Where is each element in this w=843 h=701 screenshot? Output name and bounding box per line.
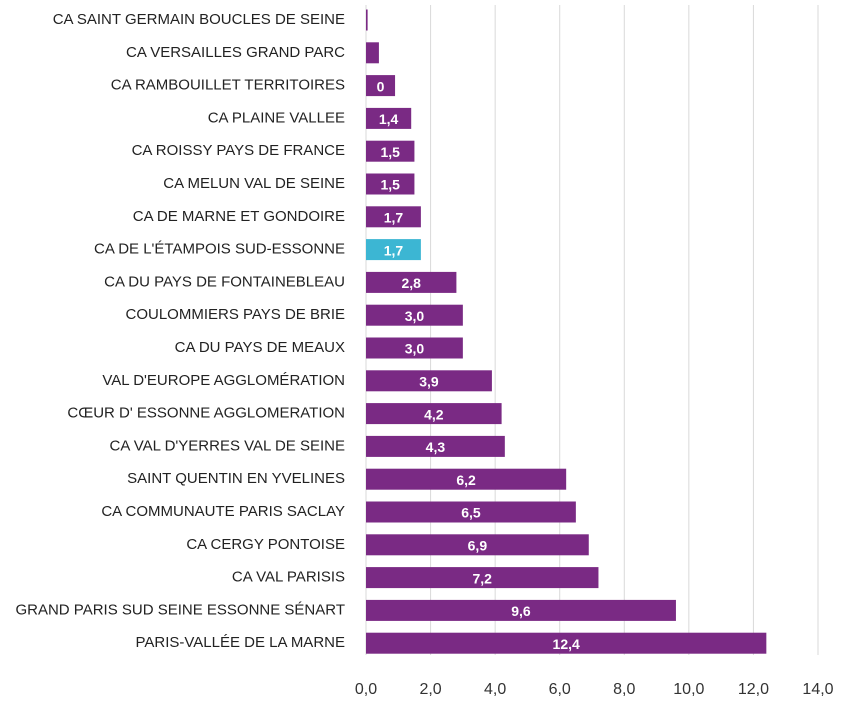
category-label: CA COMMUNAUTE PARIS SACLAY [101,503,345,520]
x-tick-label: 14,0 [802,681,833,698]
bar [366,567,599,589]
category-label: CA DE L'ÉTAMPOIS SUD-ESSONNE [94,241,345,258]
value-label: 9,6 [511,603,531,619]
bar [366,435,505,457]
category-label: PARIS-VALLÉE DE LA MARNE [135,634,345,651]
value-label: 4,2 [424,406,444,422]
bar [366,9,368,31]
bar [366,42,379,64]
value-label: 6,2 [456,472,476,488]
x-tick-label: 6,0 [549,681,571,698]
bar [366,206,421,228]
value-label: 1,7 [384,210,404,226]
x-tick-label: 10,0 [673,681,704,698]
bar [366,501,576,523]
value-label: 1,4 [379,111,399,127]
category-label: CA RAMBOUILLET TERRITOIRES [111,77,345,94]
x-tick-label: 2,0 [419,681,441,698]
value-label: 1,5 [380,177,400,193]
bar [366,304,463,326]
value-label: 7,2 [472,570,492,586]
bar [366,403,502,425]
category-label: CA VAL D'YERRES VAL DE SEINE [110,437,345,454]
value-label: 1,7 [384,242,404,258]
bar [366,468,567,490]
value-label: 3,0 [405,308,425,324]
bar [366,75,396,97]
value-label: 2,8 [401,275,421,291]
category-label: CA DU PAYS DE MEAUX [175,339,345,356]
value-label: 3,9 [419,374,439,390]
bar [366,107,412,129]
value-label: 12,4 [553,636,580,652]
bar [366,370,492,392]
x-tick-label: 12,0 [738,681,769,698]
category-label: CA VAL PARISIS [232,569,345,586]
bar [366,632,767,654]
value-label: 3,0 [405,341,425,357]
category-label: CŒUR D' ESSONNE AGGLOMERATION [67,405,345,422]
bar [366,534,589,556]
category-label: CA ROISSY PAYS DE FRANCE [132,142,345,159]
category-label: COULOMMIERS PAYS DE BRIE [126,306,346,323]
category-label: GRAND PARIS SUD SEINE ESSONNE SÉNART [15,601,345,618]
x-tick-label: 8,0 [613,681,635,698]
bar [366,271,457,293]
x-tick-label: 4,0 [484,681,506,698]
category-label: SAINT QUENTIN EN YVELINES [127,470,345,487]
value-label: 6,9 [468,538,488,554]
bar [366,173,415,195]
value-label: 6,5 [461,505,481,521]
value-label: 0 [377,78,385,94]
category-label: CA VERSAILLES GRAND PARC [126,44,345,61]
category-label: CA SAINT GERMAIN BOUCLES DE SEINE [53,11,345,28]
category-label: VAL D'EUROPE AGGLOMÉRATION [102,372,345,389]
category-label: CA DU PAYS DE FONTAINEBLEAU [104,273,345,290]
x-tick-label: 0,0 [355,681,377,698]
category-label: CA CERGY PONTOISE [186,536,345,553]
bar [366,239,421,261]
value-label: 4,3 [426,439,446,455]
bar [366,337,463,359]
category-label: CA DE MARNE ET GONDOIRE [133,208,345,225]
category-label: CA PLAINE VALLEE [208,109,345,126]
bar [366,599,676,621]
bar [366,140,415,162]
category-label: CA MELUN VAL DE SEINE [163,175,345,192]
value-label: 1,5 [380,144,400,160]
